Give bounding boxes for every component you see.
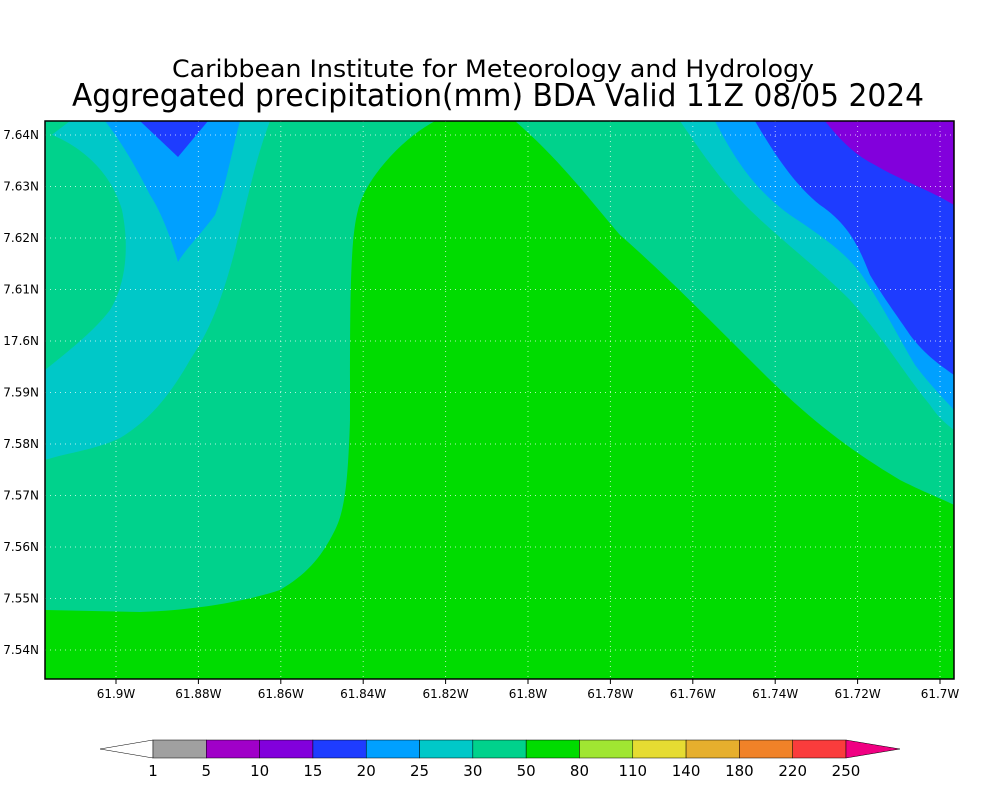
colorbar-label: 1 xyxy=(148,762,158,780)
colorbar-box xyxy=(472,739,527,759)
grid: 61.9W 61.88W 61.86W 61.84W 61.82W 61.8W 61.78W… xyxy=(3,121,959,701)
colorbar-label: 30 xyxy=(463,762,482,780)
contour-region xyxy=(105,121,240,262)
y-tick-label: 7.59N xyxy=(3,386,39,400)
contours xyxy=(45,121,954,679)
x-tick-label: 61.76W xyxy=(670,687,716,701)
x-tick-label: 61.9W xyxy=(97,687,136,701)
y-tick-label: 7.57N xyxy=(3,489,39,503)
colorbar-box xyxy=(365,739,420,759)
colorbar-box xyxy=(632,739,687,759)
contour-region xyxy=(755,121,954,375)
colorbar-box xyxy=(579,739,634,759)
colorbar-box xyxy=(206,739,260,759)
x-tick-label: 61.84W xyxy=(340,687,386,701)
x-tick-label: 61.72W xyxy=(834,687,880,701)
colorbar-under xyxy=(99,739,154,759)
colorbar-box xyxy=(419,739,474,759)
colorbar-label: 15 xyxy=(303,762,322,780)
y-tick-label: 7.56N xyxy=(3,540,39,554)
x-tick-label: 61.78W xyxy=(587,687,633,701)
x-tick-label: 61.86W xyxy=(258,687,304,701)
colorbar-box xyxy=(525,739,580,759)
colorbar-label: 5 xyxy=(202,762,212,780)
y-tick-label: 7.63N xyxy=(3,180,39,194)
colorbar-box xyxy=(792,739,847,759)
y-tick-label: 7.62N xyxy=(3,231,39,245)
y-tick-label: 17.6N xyxy=(3,334,39,348)
colorbar-over xyxy=(845,739,901,759)
y-tick-label: 7.55N xyxy=(3,592,39,606)
contour-region xyxy=(140,121,208,157)
y-tick-label: 7.64N xyxy=(3,128,39,142)
colorbar-box xyxy=(685,739,740,759)
colorbar-box xyxy=(312,739,367,759)
colorbar-label: 10 xyxy=(250,762,269,780)
x-tick-label: 61.82W xyxy=(422,687,468,701)
y-tick-label: 7.54N xyxy=(3,643,39,657)
plot-frame xyxy=(44,120,955,680)
x-tick-label: 61.7W xyxy=(921,687,960,701)
colorbar-box xyxy=(259,739,314,759)
y-tick-label: 7.61N xyxy=(3,283,39,297)
subtitle: Aggregated precipitation(mm) BDA Valid 1… xyxy=(72,78,924,114)
colorbar: 1 5 10 15 20 25 30 50 80 110 140 180 220 250 xyxy=(99,739,901,780)
title: Caribbean Institute for Meteorology and … xyxy=(172,55,814,83)
colorbar-label: 20 xyxy=(357,762,376,780)
x-tick-label: 61.74W xyxy=(752,687,798,701)
contour-region xyxy=(45,132,126,370)
colorbar-box xyxy=(152,739,207,759)
colorbar-label: 140 xyxy=(672,762,701,780)
colorbar-label: 220 xyxy=(778,762,807,780)
colorbar-box xyxy=(739,739,793,759)
colorbar-label: 180 xyxy=(725,762,754,780)
colorbar-label: 110 xyxy=(618,762,647,780)
x-tick-label: 61.8W xyxy=(509,687,548,701)
colorbar-label: 50 xyxy=(517,762,536,780)
x-tick-label: 61.88W xyxy=(175,687,221,701)
colorbar-label: 80 xyxy=(570,762,589,780)
y-tick-label: 7.58N xyxy=(3,437,39,451)
colorbar-label: 250 xyxy=(832,762,861,780)
colorbar-label: 25 xyxy=(410,762,429,780)
